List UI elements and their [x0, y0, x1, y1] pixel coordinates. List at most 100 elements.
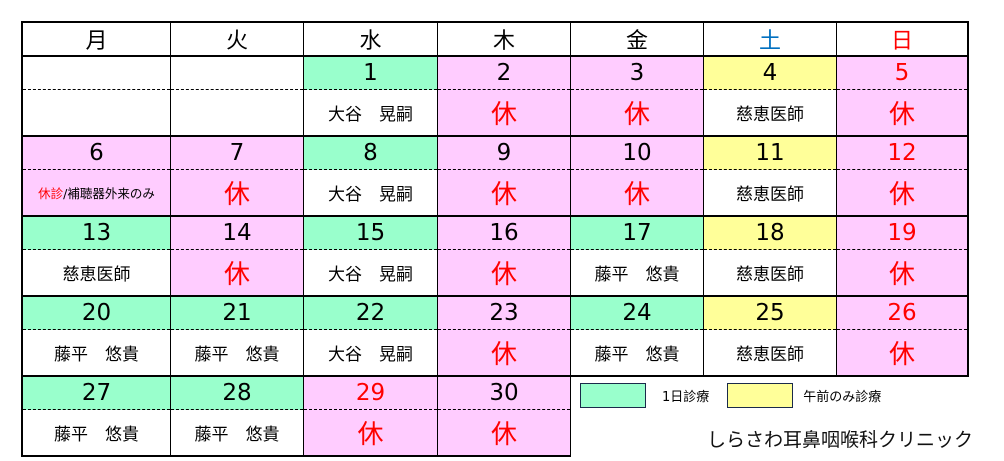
day-cell: 11 慈恵医師 — [704, 137, 837, 217]
day-number: 16 — [438, 217, 570, 250]
doctor-name: 藤平 悠貴 — [23, 410, 170, 455]
day-cell: 29 休 — [304, 377, 438, 457]
day-cell: 19 休 — [837, 217, 969, 297]
day-number: 26 — [837, 297, 967, 330]
day-number: 18 — [704, 217, 836, 250]
day-number: 15 — [304, 217, 437, 250]
day-number: 13 — [23, 217, 170, 250]
day-cell: 28 藤平 悠貴 — [171, 377, 304, 457]
day-number: 6 — [23, 137, 170, 170]
weekday-header: 土 — [704, 23, 837, 57]
closed-mark: 休 — [571, 170, 703, 215]
doctor-name: 藤平 悠貴 — [571, 330, 703, 375]
weekday-header: 日 — [837, 23, 969, 57]
doctor-name: 慈恵医師 — [704, 330, 836, 375]
day-number: 2 — [438, 57, 570, 90]
doctor-name — [171, 90, 303, 135]
legend-label-full-day: 1日診療 — [662, 390, 710, 405]
day-cell: 18 慈恵医師 — [704, 217, 837, 297]
weekday-header: 金 — [571, 23, 704, 57]
day-cell: 14 休 — [171, 217, 304, 297]
day-number: 20 — [23, 297, 170, 330]
closed-mark: 休 — [837, 170, 967, 215]
day-cell: 27 藤平 悠貴 — [23, 377, 171, 457]
day-cell: 20 藤平 悠貴 — [23, 297, 171, 377]
day-cell: 13 慈恵医師 — [23, 217, 171, 297]
day-number — [23, 57, 170, 90]
day-cell: 8 大谷 晃嗣 — [304, 137, 438, 217]
clinic-name: しらさわ耳鼻咽喉科クリニック — [707, 429, 974, 451]
day-cell: 12 休 — [837, 137, 969, 217]
closed-mark: 休 — [837, 250, 967, 295]
doctor-name: 慈恵医師 — [704, 90, 836, 135]
legend-label-morning-only: 午前のみ診療 — [803, 390, 882, 405]
day-number: 11 — [704, 137, 836, 170]
day-number: 12 — [837, 137, 967, 170]
day-number: 8 — [304, 137, 437, 170]
closed-mark: 休 — [438, 410, 570, 455]
doctor-name: 大谷 晃嗣 — [304, 250, 437, 295]
closed-mark: 休 — [171, 250, 303, 295]
day-cell: 21 藤平 悠貴 — [171, 297, 304, 377]
day-cell: 24 藤平 悠貴 — [571, 297, 704, 377]
day-number: 30 — [438, 377, 570, 410]
day-number: 17 — [571, 217, 703, 250]
day-cell: 30 休 — [438, 377, 571, 457]
day-cell: 1 大谷 晃嗣 — [304, 57, 438, 137]
weekday-header: 水 — [304, 23, 438, 57]
day-number: 25 — [704, 297, 836, 330]
day-number: 29 — [304, 377, 437, 410]
day-cell — [171, 57, 304, 137]
closed-mark: 休 — [304, 410, 437, 455]
day-number: 5 — [837, 57, 967, 90]
doctor-name: 藤平 悠貴 — [171, 410, 303, 455]
doctor-name: 慈恵医師 — [704, 250, 836, 295]
doctor-name: 藤平 悠貴 — [23, 330, 170, 375]
doctor-name: 藤平 悠貴 — [571, 250, 703, 295]
closed-mark: 休 — [438, 250, 570, 295]
day-cell: 22 大谷 晃嗣 — [304, 297, 438, 377]
day-cell: 25 慈恵医師 — [704, 297, 837, 377]
closed-label: 休診 — [38, 186, 64, 201]
closed-mark: 休 — [438, 90, 570, 135]
day-cell: 15 大谷 晃嗣 — [304, 217, 438, 297]
day-number: 9 — [438, 137, 570, 170]
closed-mark: 休 — [837, 330, 967, 375]
day-number: 27 — [23, 377, 170, 410]
day-number: 22 — [304, 297, 437, 330]
doctor-name — [23, 90, 170, 135]
doctor-name: 大谷 晃嗣 — [304, 170, 437, 215]
day-cell: 26 休 — [837, 297, 969, 377]
legend-swatch-full-day — [580, 383, 646, 408]
doctor-name: 休診/補聴器外来のみ — [23, 170, 170, 215]
day-cell: 16 休 — [438, 217, 571, 297]
day-number: 14 — [171, 217, 303, 250]
day-number: 24 — [571, 297, 703, 330]
day-cell: 4 慈恵医師 — [704, 57, 837, 137]
day-number: 10 — [571, 137, 703, 170]
doctor-name: 大谷 晃嗣 — [304, 330, 437, 375]
legend-swatch-morning-only — [727, 383, 794, 408]
day-cell: 6 休診/補聴器外来のみ — [23, 137, 171, 217]
day-cell: 23 休 — [438, 297, 571, 377]
closed-mark: 休 — [438, 330, 570, 375]
day-number — [171, 57, 303, 90]
day-cell: 17 藤平 悠貴 — [571, 217, 704, 297]
day-number: 7 — [171, 137, 303, 170]
weekday-header: 月 — [23, 23, 171, 57]
weekday-header: 木 — [438, 23, 571, 57]
day-number: 19 — [837, 217, 967, 250]
doctor-name: 慈恵医師 — [23, 250, 170, 295]
legend: 1日診療 午前のみ診療 — [580, 383, 881, 408]
doctor-name: 慈恵医師 — [704, 170, 836, 215]
calendar-grid: 月火水木金土日 1 大谷 晃嗣 2 休 3 休 4 慈恵医師 5 休 6 休診/補聴器外来のみ 7 休 8 大谷… — [21, 21, 969, 457]
closed-mark: 休 — [571, 90, 703, 135]
day-cell: 10 休 — [571, 137, 704, 217]
day-number: 21 — [171, 297, 303, 330]
hearing-aid-only-label: /補聴器外来のみ — [63, 186, 155, 201]
